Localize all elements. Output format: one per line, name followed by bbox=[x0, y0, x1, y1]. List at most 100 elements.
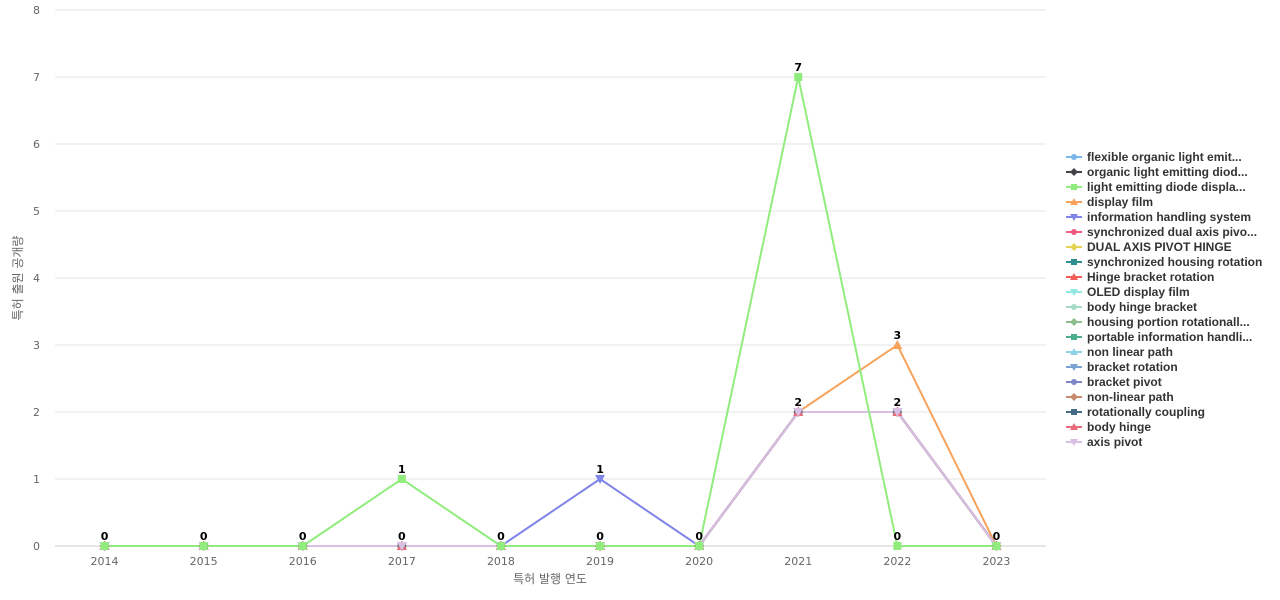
legend-item[interactable]: information handling system bbox=[1066, 209, 1262, 224]
y-tick-label: 0 bbox=[33, 540, 40, 553]
data-point-marker[interactable] bbox=[199, 542, 208, 550]
legend-label: body hinge bbox=[1087, 419, 1151, 434]
data-point-marker[interactable] bbox=[496, 542, 505, 550]
legend-item[interactable]: rotationally coupling bbox=[1066, 404, 1262, 419]
y-tick-label: 4 bbox=[33, 272, 40, 285]
legend-item[interactable]: synchronized dual axis pivo... bbox=[1066, 224, 1262, 239]
legend-symbol-icon bbox=[1066, 258, 1082, 265]
legend-label: Hinge bracket rotation bbox=[1087, 269, 1215, 284]
legend-item[interactable]: synchronized housing rotation bbox=[1066, 254, 1262, 269]
data-point-marker[interactable] bbox=[892, 340, 903, 349]
x-tick-label: 2014 bbox=[91, 555, 119, 568]
data-label: 0 bbox=[299, 530, 307, 543]
series-line[interactable] bbox=[104, 344, 998, 547]
legend-label: DUAL AXIS PIVOT HINGE bbox=[1087, 239, 1232, 254]
legend-item[interactable]: non-linear path bbox=[1066, 389, 1262, 404]
data-point-marker[interactable] bbox=[298, 542, 307, 550]
legend-label: non linear path bbox=[1087, 344, 1174, 359]
legend-symbol-icon bbox=[1066, 213, 1082, 221]
data-point-marker[interactable] bbox=[596, 542, 605, 550]
data-point-marker[interactable] bbox=[397, 475, 406, 483]
legend-item[interactable]: body hinge bbox=[1066, 419, 1262, 434]
legend-label: bracket rotation bbox=[1087, 359, 1178, 374]
legend-label: organic light emitting diod... bbox=[1087, 164, 1248, 179]
legend-label: flexible organic light emit... bbox=[1087, 149, 1242, 164]
legend-item[interactable]: axis pivot bbox=[1066, 434, 1262, 449]
legend-label: bracket pivot bbox=[1087, 374, 1162, 389]
x-tick-label: 2023 bbox=[982, 555, 1010, 568]
legend-symbol-icon bbox=[1066, 422, 1082, 430]
legend-item[interactable]: body hinge bracket bbox=[1066, 299, 1262, 314]
data-point-marker[interactable] bbox=[100, 542, 109, 550]
legend-symbol-icon bbox=[1066, 438, 1082, 446]
legend-item[interactable]: portable information handli... bbox=[1066, 329, 1262, 344]
series-line[interactable] bbox=[104, 76, 997, 547]
legend-item[interactable]: OLED display film bbox=[1066, 284, 1262, 299]
x-tick-label: 2016 bbox=[289, 555, 317, 568]
data-label: 0 bbox=[398, 530, 406, 543]
data-point-marker[interactable] bbox=[695, 542, 704, 550]
data-point-marker[interactable] bbox=[893, 542, 902, 550]
y-tick-label: 7 bbox=[33, 71, 40, 84]
legend-symbol-icon bbox=[1066, 197, 1082, 205]
data-labels: 0 0 0 1 0 0 1 0 0 7 2 3 2 0 0 bbox=[101, 61, 1001, 543]
data-label: 0 bbox=[695, 530, 703, 543]
legend-item[interactable]: organic light emitting diod... bbox=[1066, 164, 1262, 179]
data-point-marker[interactable] bbox=[396, 542, 407, 551]
data-point-marker[interactable] bbox=[892, 408, 903, 417]
data-label: 0 bbox=[101, 530, 109, 543]
legend-symbol-icon bbox=[1066, 242, 1082, 251]
legend-item[interactable]: DUAL AXIS PIVOT HINGE bbox=[1066, 239, 1262, 254]
y-tick-label: 2 bbox=[33, 406, 40, 419]
data-label: 1 bbox=[596, 463, 604, 476]
x-axis-ticks: 2014 2015 2016 2017 2018 2019 2020 2021 2022 2023 bbox=[91, 555, 1011, 568]
data-point-marker[interactable] bbox=[595, 475, 606, 484]
x-tick-label: 2018 bbox=[487, 555, 515, 568]
x-tick-label: 2020 bbox=[685, 555, 713, 568]
y-tick-label: 8 bbox=[33, 4, 40, 17]
legend-item[interactable]: housing portion rotationall... bbox=[1066, 314, 1262, 329]
legend-label: synchronized housing rotation bbox=[1087, 254, 1263, 269]
legend-item[interactable]: flexible organic light emit... bbox=[1066, 149, 1262, 164]
grid bbox=[55, 9, 1046, 547]
legend-symbol-icon bbox=[1066, 408, 1082, 415]
data-point-marker[interactable] bbox=[992, 542, 1001, 550]
legend-symbol-icon bbox=[1066, 378, 1082, 385]
y-tick-label: 1 bbox=[33, 473, 40, 486]
legend-symbol-icon bbox=[1066, 228, 1082, 235]
y-tick-label: 6 bbox=[33, 138, 40, 151]
data-label: 0 bbox=[894, 530, 902, 543]
legend-symbol-icon bbox=[1066, 392, 1082, 401]
y-tick-label: 3 bbox=[33, 339, 40, 352]
legend: flexible organic light emit... organic li… bbox=[1066, 149, 1262, 449]
legend-item[interactable]: bracket pivot bbox=[1066, 374, 1262, 389]
legend-label: display film bbox=[1087, 194, 1154, 209]
x-tick-label: 2021 bbox=[784, 555, 812, 568]
y-axis-title: 특허 출원 공개량 bbox=[11, 236, 25, 321]
series-markers bbox=[99, 73, 1002, 551]
legend-symbol-icon bbox=[1066, 183, 1082, 190]
data-label: 7 bbox=[794, 61, 802, 74]
legend-item[interactable]: display film bbox=[1066, 194, 1262, 209]
legend-item[interactable]: bracket rotation bbox=[1066, 359, 1262, 374]
data-label: 0 bbox=[200, 530, 208, 543]
legend-symbol-icon bbox=[1066, 272, 1082, 280]
legend-label: axis pivot bbox=[1087, 434, 1143, 449]
legend-label: non-linear path bbox=[1087, 389, 1174, 404]
data-point-marker[interactable] bbox=[793, 408, 804, 417]
data-label: 0 bbox=[497, 530, 505, 543]
legend-label: light emitting diode displa... bbox=[1087, 179, 1246, 194]
legend-label: information handling system bbox=[1087, 209, 1252, 224]
data-label: 1 bbox=[398, 463, 406, 476]
legend-item[interactable]: non linear path bbox=[1066, 344, 1262, 359]
x-tick-label: 2019 bbox=[586, 555, 614, 568]
data-point-marker[interactable] bbox=[794, 73, 803, 81]
legend-label: OLED display film bbox=[1087, 284, 1190, 299]
legend-item[interactable]: Hinge bracket rotation bbox=[1066, 269, 1262, 284]
x-axis-title: 특허 발행 연도 bbox=[513, 571, 587, 586]
legend-label: body hinge bracket bbox=[1087, 299, 1198, 314]
legend-item[interactable]: light emitting diode displa... bbox=[1066, 179, 1262, 194]
legend-label: rotationally coupling bbox=[1087, 404, 1206, 419]
series-lines bbox=[104, 76, 998, 547]
